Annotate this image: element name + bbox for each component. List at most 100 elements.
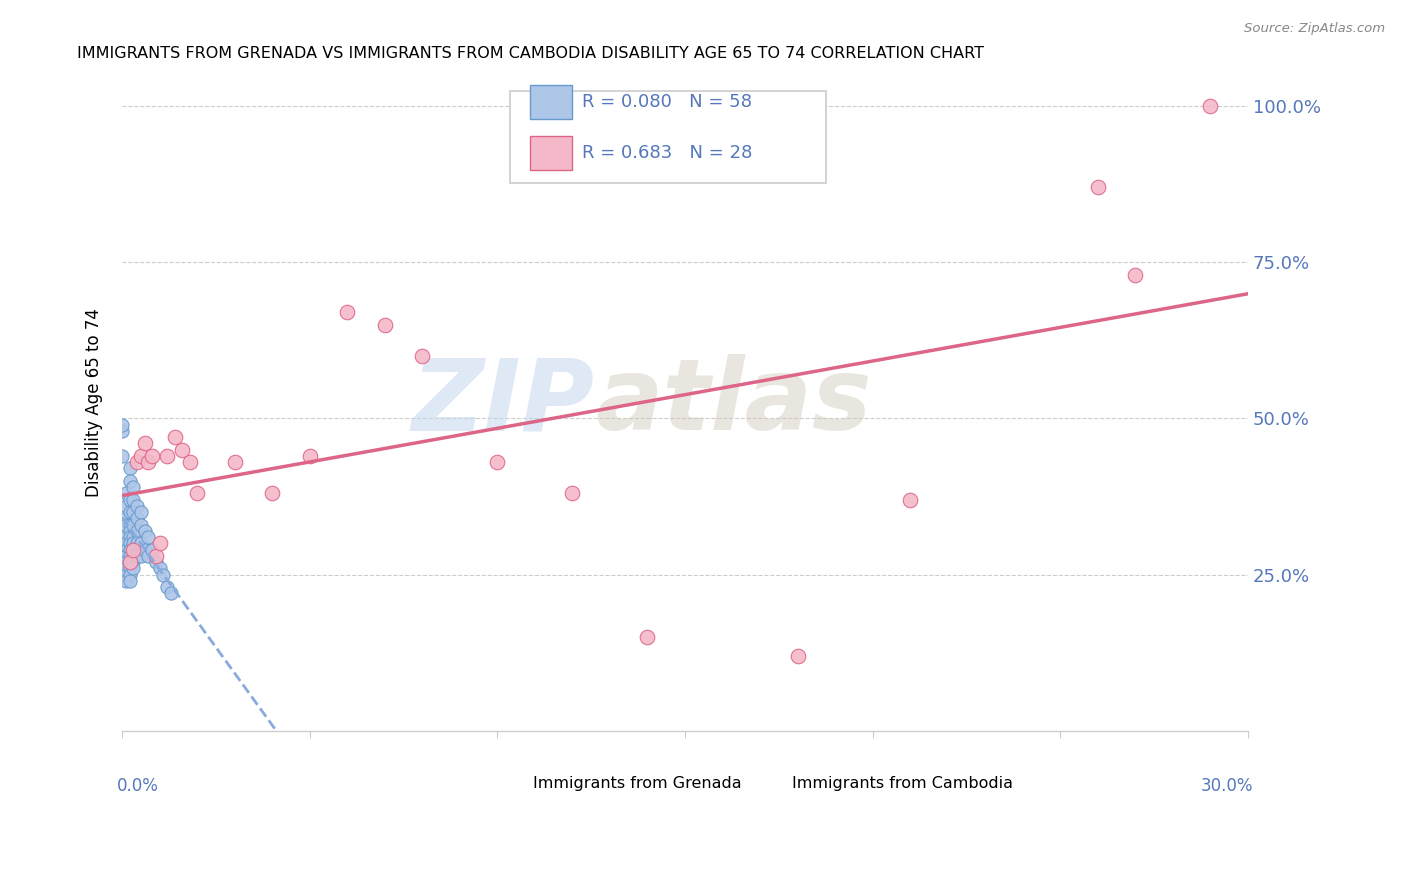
Point xyxy=(122,517,145,532)
Point xyxy=(374,318,396,332)
Point xyxy=(114,499,136,513)
Point xyxy=(122,561,145,575)
FancyBboxPatch shape xyxy=(749,769,787,798)
Point xyxy=(125,455,148,469)
Point xyxy=(114,567,136,582)
Point xyxy=(145,549,167,563)
Point xyxy=(118,574,141,588)
Point xyxy=(172,442,194,457)
Text: 30.0%: 30.0% xyxy=(1201,777,1254,795)
Point xyxy=(122,505,145,519)
Point xyxy=(118,536,141,550)
FancyBboxPatch shape xyxy=(530,86,572,120)
Point xyxy=(118,492,141,507)
Text: R = 0.683   N = 28: R = 0.683 N = 28 xyxy=(582,144,752,162)
Point xyxy=(129,449,152,463)
Point xyxy=(156,580,179,594)
Point xyxy=(134,436,156,450)
Point xyxy=(114,517,136,532)
Point xyxy=(122,555,145,569)
Point xyxy=(122,480,145,494)
Point xyxy=(118,567,141,582)
FancyBboxPatch shape xyxy=(530,136,572,170)
Point xyxy=(179,455,201,469)
Point xyxy=(118,549,141,563)
Text: atlas: atlas xyxy=(595,354,872,451)
Text: 0.0%: 0.0% xyxy=(117,777,159,795)
Point xyxy=(122,549,145,563)
Point xyxy=(148,536,170,550)
Point xyxy=(636,630,658,644)
Point xyxy=(114,561,136,575)
Point xyxy=(186,486,208,500)
Point xyxy=(114,542,136,557)
Point xyxy=(141,542,163,557)
Text: Source: ZipAtlas.com: Source: ZipAtlas.com xyxy=(1244,22,1385,36)
Point xyxy=(898,492,921,507)
Point xyxy=(114,530,136,544)
Point xyxy=(118,474,141,488)
Point xyxy=(1199,99,1222,113)
Text: IMMIGRANTS FROM GRENADA VS IMMIGRANTS FROM CAMBODIA DISABILITY AGE 65 TO 74 CORR: IMMIGRANTS FROM GRENADA VS IMMIGRANTS FR… xyxy=(77,46,984,62)
Point xyxy=(125,536,148,550)
Text: Immigrants from Cambodia: Immigrants from Cambodia xyxy=(792,776,1012,791)
Point xyxy=(125,511,148,525)
Point xyxy=(125,524,148,538)
Point xyxy=(224,455,246,469)
Point xyxy=(1087,180,1109,194)
Point xyxy=(114,511,136,525)
Point xyxy=(111,449,134,463)
Text: R = 0.080   N = 58: R = 0.080 N = 58 xyxy=(582,94,752,112)
Point xyxy=(118,505,141,519)
Text: Immigrants from Grenada: Immigrants from Grenada xyxy=(533,776,741,791)
Point xyxy=(786,648,808,663)
FancyBboxPatch shape xyxy=(491,769,529,798)
Point xyxy=(148,561,170,575)
Point xyxy=(136,530,159,544)
Y-axis label: Disability Age 65 to 74: Disability Age 65 to 74 xyxy=(86,309,103,497)
Point xyxy=(145,555,167,569)
Point xyxy=(118,524,141,538)
Point xyxy=(118,461,141,475)
Point xyxy=(118,561,141,575)
Point xyxy=(136,455,159,469)
Point xyxy=(141,449,163,463)
Point xyxy=(114,486,136,500)
Point xyxy=(118,555,141,569)
Point xyxy=(134,542,156,557)
Point xyxy=(122,542,145,557)
Point xyxy=(411,349,433,363)
Text: ZIP: ZIP xyxy=(412,354,595,451)
Point xyxy=(111,424,134,438)
Point xyxy=(111,417,134,432)
Point xyxy=(298,449,321,463)
Point xyxy=(114,536,136,550)
Point xyxy=(156,449,179,463)
Point xyxy=(118,542,141,557)
Point xyxy=(134,524,156,538)
Point xyxy=(561,486,583,500)
Point xyxy=(152,567,174,582)
Point xyxy=(160,586,183,600)
Point xyxy=(118,555,141,569)
Point xyxy=(118,530,141,544)
Point xyxy=(114,549,136,563)
Point xyxy=(114,574,136,588)
Point xyxy=(336,305,359,319)
Point xyxy=(114,555,136,569)
Point xyxy=(122,536,145,550)
Point xyxy=(125,549,148,563)
Point xyxy=(136,549,159,563)
Point xyxy=(163,430,186,444)
Point xyxy=(129,549,152,563)
Point xyxy=(122,542,145,557)
Point xyxy=(122,492,145,507)
Point xyxy=(129,536,152,550)
Point xyxy=(262,486,284,500)
FancyBboxPatch shape xyxy=(510,91,825,183)
Point xyxy=(125,499,148,513)
Point xyxy=(118,517,141,532)
Point xyxy=(1123,268,1146,282)
Point xyxy=(129,517,152,532)
Point xyxy=(122,530,145,544)
